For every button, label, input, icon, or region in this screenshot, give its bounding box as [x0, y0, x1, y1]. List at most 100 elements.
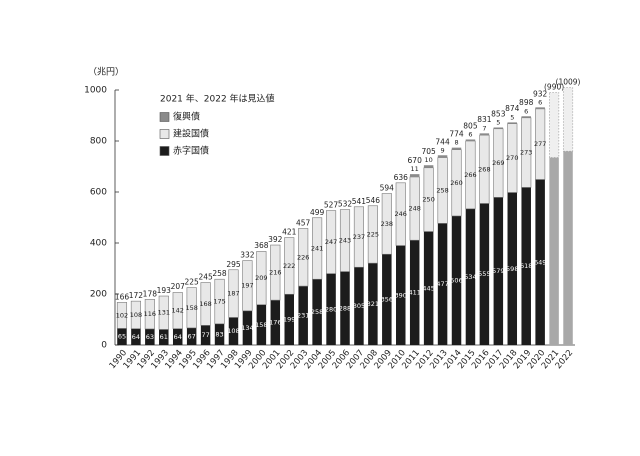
total-label: 193	[157, 286, 172, 295]
value-label: 598	[506, 265, 518, 273]
bar-segment	[242, 260, 253, 312]
value-label: 10	[424, 156, 432, 164]
value-label: 131	[158, 309, 170, 317]
bar-segment	[465, 208, 476, 345]
legend-label: 復興債	[173, 111, 200, 123]
value-label: 280	[325, 305, 337, 313]
legend-label: 建設国債	[173, 128, 209, 140]
bar-segment	[479, 203, 490, 345]
bar-segment	[507, 122, 518, 124]
total-label: 295	[226, 260, 241, 269]
bar-segment	[270, 244, 281, 301]
bar-segment	[451, 147, 462, 150]
value-label: 77	[201, 331, 209, 339]
value-label: 102	[116, 311, 128, 319]
bar-segment	[270, 300, 281, 345]
value-label: 216	[269, 269, 281, 277]
value-label: 197	[241, 282, 253, 290]
bar-segment	[298, 228, 309, 287]
value-label: 321	[367, 300, 379, 308]
total-label: 744	[435, 137, 450, 146]
value-label: 390	[395, 291, 407, 299]
total-label: 258	[212, 269, 227, 278]
legend-swatch	[159, 129, 170, 139]
y-tick-label: 0	[101, 341, 107, 351]
bar-segment	[284, 294, 294, 345]
total-label: 421	[282, 228, 297, 237]
total-label: (1009)	[556, 78, 581, 87]
value-label: 209	[255, 274, 267, 282]
value-label: 477	[436, 280, 448, 288]
bar-segment	[117, 328, 127, 345]
bar-segment	[326, 210, 337, 274]
bar-segment	[451, 215, 462, 345]
bar-segment	[381, 193, 392, 255]
total-label: 874	[505, 104, 520, 113]
y-tick-label: 200	[90, 290, 107, 300]
value-label: 258	[436, 186, 448, 194]
value-label: 243	[339, 237, 351, 245]
bar-segment	[437, 155, 448, 158]
bar-segment	[116, 302, 128, 329]
value-label: 7	[482, 124, 486, 132]
subtitle: 2021 年、2022 年は見込値	[160, 93, 275, 105]
value-label: 231	[297, 312, 309, 320]
bar-segment	[186, 287, 197, 329]
total-label: 831	[477, 115, 492, 124]
bar-segment	[465, 139, 476, 141]
value-label: 108	[130, 311, 142, 319]
value-label: 222	[283, 262, 295, 270]
bar-segment	[256, 304, 267, 345]
bar-segment	[228, 317, 239, 345]
total-label: 332	[240, 250, 255, 259]
bar-segment	[214, 323, 225, 345]
value-label: 5	[496, 118, 500, 126]
total-label: 546	[366, 196, 381, 205]
bar-segment	[549, 92, 560, 158]
bar-segment	[367, 205, 378, 264]
value-label: 108	[227, 327, 239, 335]
value-label: 5	[510, 113, 514, 121]
total-label: 166	[115, 293, 130, 302]
bar-segment	[158, 295, 169, 330]
bar-segment	[130, 300, 141, 329]
bar-segment	[200, 282, 211, 326]
total-label: 245	[198, 273, 213, 282]
bar-segment	[521, 187, 531, 345]
bar-segment	[200, 325, 211, 345]
value-label: 241	[311, 244, 323, 252]
value-label: 247	[325, 238, 337, 246]
bar-segment	[312, 217, 323, 280]
bar-segment	[493, 127, 504, 129]
value-label: 534	[464, 273, 476, 281]
bar-segment	[172, 292, 183, 329]
bar-segment	[535, 179, 545, 345]
value-label: 116	[144, 310, 156, 318]
bar-segment	[507, 192, 518, 345]
bar-segment	[256, 251, 267, 306]
total-label: 932	[533, 89, 548, 98]
value-label: 6	[538, 98, 542, 106]
total-label: 805	[463, 122, 478, 131]
bar-segment	[339, 209, 351, 272]
total-label: 527	[324, 201, 339, 210]
value-label: 579	[492, 267, 504, 275]
total-label: 670	[408, 156, 423, 165]
y-tick-label: 800	[90, 137, 107, 147]
value-label: 260	[450, 179, 462, 187]
value-label: 6	[468, 130, 472, 138]
value-label: 269	[492, 159, 504, 167]
bar-segment	[479, 133, 490, 136]
bar-segment	[549, 157, 559, 345]
total-label: 636	[394, 173, 409, 182]
value-label: 158	[255, 321, 267, 329]
total-label: 392	[268, 235, 283, 244]
value-label: 238	[381, 220, 393, 228]
value-label: 67	[188, 332, 196, 340]
total-label: 541	[352, 197, 367, 206]
value-label: 142	[172, 307, 184, 315]
value-label: 225	[367, 230, 379, 238]
bar-segment	[242, 310, 253, 345]
total-label: 178	[143, 290, 158, 299]
